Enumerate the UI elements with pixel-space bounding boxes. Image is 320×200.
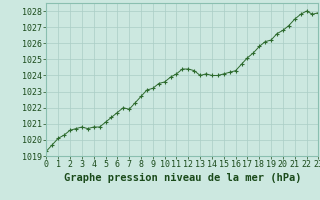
X-axis label: Graphe pression niveau de la mer (hPa): Graphe pression niveau de la mer (hPa): [64, 173, 301, 183]
